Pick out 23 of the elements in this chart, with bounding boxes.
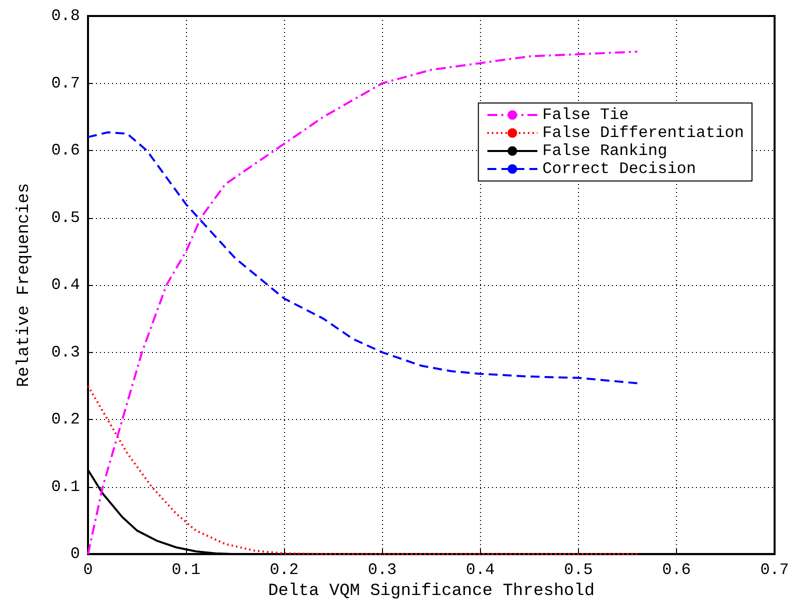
legend-label: False Ranking (542, 142, 668, 160)
legend-label: Correct Decision (542, 160, 696, 178)
y-tick-label: 0.5 (51, 208, 80, 227)
legend-label: False Differentiation (542, 124, 744, 142)
x-tick-label: 0.5 (564, 561, 593, 580)
y-tick-label: 0.2 (51, 410, 80, 429)
x-tick-label: 0.3 (368, 561, 397, 580)
x-tick-label: 0.2 (270, 561, 299, 580)
legend-label: False Tie (542, 106, 629, 124)
y-tick-label: 0.7 (51, 74, 80, 92)
y-axis-title: Relative Frequencies (15, 183, 34, 388)
y-tick-label: 0.4 (51, 276, 80, 294)
x-axis-title: Delta VQM Significance Threshold (268, 582, 595, 601)
x-tick-label: 0.7 (760, 561, 790, 580)
y-tick-label: 0.8 (51, 7, 80, 25)
y-tick-label: 0.1 (51, 478, 80, 496)
y-tick-label: 0.6 (51, 142, 80, 160)
x-tick-label: 0.6 (662, 561, 691, 580)
x-tick-label: 0.4 (466, 561, 495, 580)
y-tick-label: 0 (70, 545, 80, 564)
y-tick-label: 0.3 (51, 343, 80, 362)
x-tick-label: 0.1 (172, 561, 200, 580)
x-tick-label: 0 (83, 561, 93, 580)
